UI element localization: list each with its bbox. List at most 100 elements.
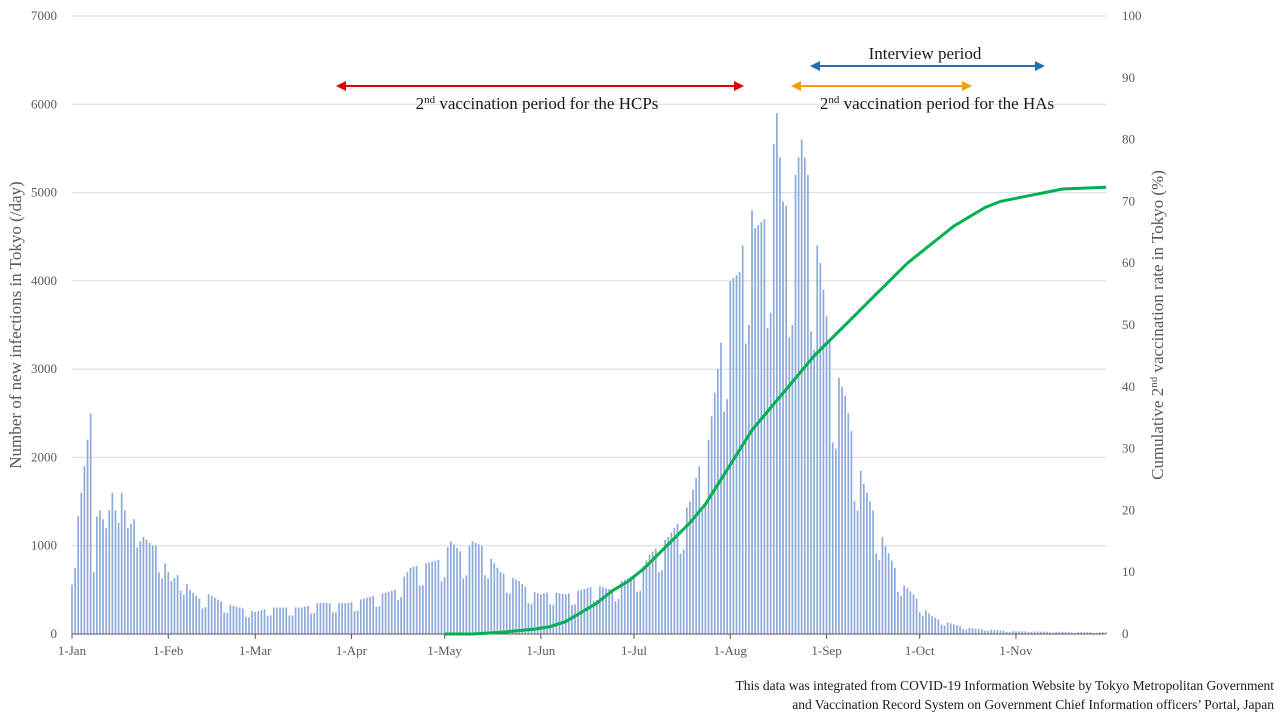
infection-bar — [446, 547, 449, 634]
infection-bar — [592, 600, 595, 634]
infection-bar — [217, 599, 219, 634]
infection-bar — [409, 567, 412, 634]
infection-bar — [508, 593, 511, 634]
infection-bar — [540, 594, 542, 634]
infection-bar — [300, 607, 303, 634]
infection-bar — [394, 589, 396, 634]
infection-bar — [1024, 631, 1027, 634]
infection-bar — [521, 583, 524, 634]
infection-bar — [667, 536, 670, 634]
infection-bar — [1033, 631, 1036, 634]
infection-bar — [257, 611, 260, 634]
x-tick-label: 1-Jun — [526, 643, 555, 658]
infection-bar — [738, 272, 741, 634]
infection-bar — [490, 558, 493, 634]
infection-bar — [213, 597, 216, 634]
interview-arrow-head-right — [1035, 61, 1045, 71]
infection-bar — [189, 589, 191, 634]
infection-bar — [154, 545, 157, 634]
infection-bar — [493, 563, 496, 634]
infection-bar — [859, 470, 862, 634]
infection-bar — [325, 603, 328, 634]
infection-bar — [928, 613, 930, 634]
infection-bar — [449, 541, 452, 634]
infection-bar — [810, 331, 812, 634]
infection-bar — [331, 612, 334, 634]
ha-arrow-head-right — [962, 81, 972, 91]
infection-bar — [77, 516, 80, 634]
infection-bar — [838, 377, 840, 634]
infection-bar — [707, 439, 710, 634]
infection-bar — [366, 597, 368, 634]
infection-bar — [853, 501, 856, 634]
hcp-arrow-head-left — [336, 81, 346, 91]
infection-bar — [949, 623, 952, 634]
infection-bar — [276, 607, 278, 634]
infection-bar — [909, 591, 912, 634]
infection-bar — [89, 413, 92, 634]
infection-bar — [561, 593, 564, 634]
infection-bar — [813, 349, 815, 634]
infection-bar — [353, 611, 356, 634]
infection-bar — [272, 607, 275, 634]
infection-bar — [130, 523, 132, 634]
infection-bar — [1098, 632, 1101, 634]
infection-bar — [245, 616, 247, 634]
infection-bar — [639, 590, 642, 634]
infection-bar — [363, 598, 365, 634]
infection-bar — [676, 523, 679, 634]
infection-bar — [602, 587, 604, 634]
infection-bar — [74, 568, 76, 634]
infection-bar — [322, 603, 325, 634]
y-right-tick-label: 30 — [1122, 441, 1135, 456]
infection-bar — [984, 630, 986, 634]
infection-bar — [484, 575, 486, 634]
infection-bar — [1102, 632, 1104, 634]
infection-bar — [223, 612, 226, 634]
infection-bar — [959, 626, 961, 634]
x-tick-label: 1-Aug — [714, 643, 748, 658]
infection-bar — [931, 616, 933, 634]
infection-bar — [304, 606, 306, 634]
infection-bar — [254, 611, 257, 634]
y-right-tick-label: 60 — [1122, 255, 1135, 270]
infection-bar — [406, 572, 409, 634]
infection-bar — [422, 585, 424, 634]
infection-bar — [586, 588, 589, 634]
infection-bar — [1095, 632, 1098, 634]
infection-bar — [369, 596, 371, 634]
infection-bar — [235, 606, 238, 634]
infection-bar — [1074, 632, 1076, 634]
infection-bar — [552, 604, 555, 634]
infection-bar — [869, 501, 871, 634]
infection-bar — [1092, 632, 1095, 634]
infection-bar — [555, 592, 558, 634]
infection-bar — [201, 608, 204, 634]
infection-bar — [477, 544, 480, 634]
infection-bar — [1021, 631, 1024, 634]
source-line-2: and Vaccination Record System on Governm… — [792, 697, 1274, 712]
infection-bar — [682, 549, 685, 634]
infection-bar — [496, 567, 499, 634]
infection-bar — [915, 598, 918, 634]
infection-bar — [468, 545, 471, 634]
infection-bar — [549, 604, 552, 634]
infection-bar — [71, 584, 73, 634]
infection-bar — [167, 572, 170, 634]
infection-bar — [651, 551, 654, 634]
infection-bar — [940, 624, 943, 634]
infection-bar — [390, 590, 393, 634]
infection-bar — [359, 599, 362, 634]
infection-bar — [80, 492, 83, 634]
infection-bar — [828, 338, 831, 634]
infection-bar — [794, 174, 797, 634]
infection-bar — [350, 602, 353, 634]
infection-bar — [136, 547, 139, 634]
infection-bar — [1086, 632, 1089, 634]
infection-bar — [158, 572, 160, 634]
infection-bar — [164, 563, 167, 634]
infection-bar — [990, 629, 992, 634]
infection-bar — [372, 596, 375, 634]
infection-bar — [782, 201, 784, 634]
infection-bar — [819, 263, 822, 634]
